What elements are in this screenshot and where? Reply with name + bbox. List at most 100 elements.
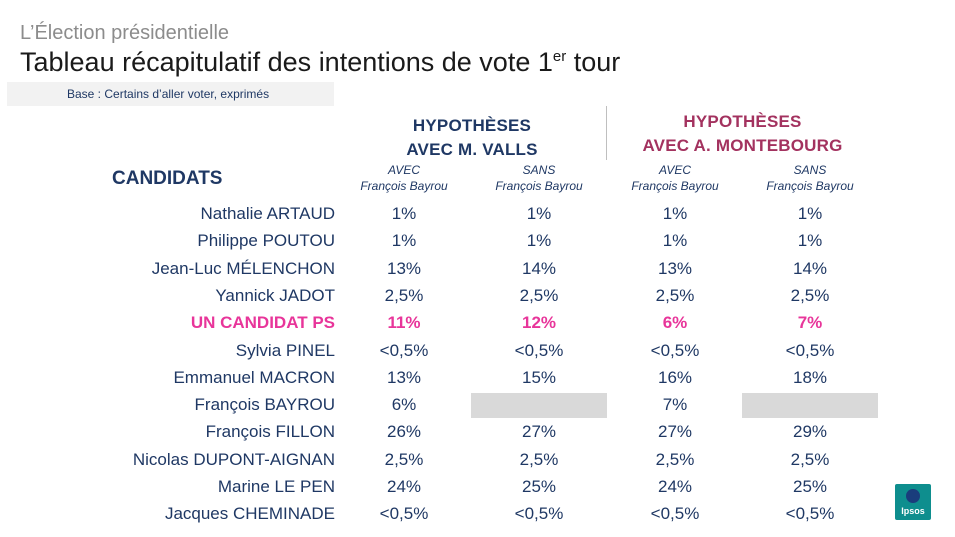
vote-value: 2,5% (519, 285, 559, 305)
vote-value: 13% (657, 258, 693, 278)
vote-value: 6% (662, 313, 688, 333)
ipsos-logo-mark-icon (906, 489, 920, 503)
empty-cell (742, 393, 878, 419)
title-main: Tableau récapitulatif des intentions de … (20, 47, 553, 77)
hypothesis-montebourg-line1: HYPOTHÈSES (683, 112, 802, 131)
vote-value: 24% (657, 477, 693, 496)
empty-cell (471, 393, 607, 419)
hypothesis-montebourg: HYPOTHÈSES AVEC A. MONTEBOURG (620, 110, 865, 158)
hypothesis-valls: HYPOTHÈSES AVEC M. VALLS (372, 114, 572, 162)
vote-value: 26% (386, 422, 422, 442)
vote-value: <0,5% (379, 340, 429, 360)
vote-value: 13% (386, 258, 422, 278)
vote-value: 7% (797, 313, 823, 333)
table-row: Nathalie ARTAUD 1% 1% 1% 1% (0, 200, 955, 227)
vote-value: <0,5% (514, 504, 564, 524)
vote-value: 1% (797, 231, 823, 251)
vote-value: <0,5% (514, 340, 564, 360)
vote-value: 25% (521, 477, 557, 496)
kicker: L’Élection présidentielle (20, 22, 230, 44)
column-header-1-l2: François Bayrou (360, 179, 448, 193)
candidate-name: Jean-Luc MÉLENCHON (151, 258, 335, 278)
vote-value: 27% (657, 422, 693, 442)
vote-value: 1% (526, 204, 552, 223)
hypothesis-valls-line2: AVEC M. VALLS (406, 140, 538, 159)
column-header-4-l2: François Bayrou (766, 179, 854, 193)
vote-value: 13% (386, 367, 422, 387)
column-header-1: AVEC François Bayrou (336, 162, 472, 194)
vote-value: 2,5% (655, 449, 695, 469)
candidate-name: Jacques CHEMINADE (164, 504, 335, 524)
column-header-2-l1: SANS (522, 163, 556, 177)
column-header-2: SANS François Bayrou (471, 162, 607, 194)
vote-value: 14% (521, 258, 557, 278)
title-end: tour (566, 47, 621, 77)
column-header-4: SANS François Bayrou (742, 162, 878, 194)
candidate-name: Emmanuel MACRON (173, 367, 335, 387)
vote-value: 25% (792, 477, 828, 496)
vote-value: <0,5% (785, 340, 835, 360)
table-row: Emmanuel MACRON 13% 15% 16% 18% (0, 364, 955, 391)
hypothesis-divider (606, 106, 607, 160)
candidate-name: UN CANDIDAT PS (190, 313, 335, 333)
vote-value: 2,5% (384, 285, 424, 305)
vote-value: 2,5% (790, 285, 830, 305)
column-header-3: AVEC François Bayrou (607, 162, 743, 194)
hypothesis-montebourg-line2: AVEC A. MONTEBOURG (642, 136, 843, 155)
column-header-3-l2: François Bayrou (631, 179, 719, 193)
vote-value: 14% (792, 258, 828, 278)
vote-value: 2,5% (655, 285, 695, 305)
ipsos-logo: Ipsos (895, 484, 931, 520)
candidate-name: Yannick JADOT (215, 285, 335, 305)
candidate-name: Philippe POUTOU (197, 231, 335, 251)
title-superscript: er (552, 48, 567, 65)
vote-value: 11% (387, 313, 421, 333)
ipsos-logo-text: Ipsos (901, 506, 925, 516)
vote-value: 29% (792, 422, 828, 442)
table-row: François BAYROU 6% 7% (0, 391, 955, 419)
candidate-name: François FILLON (205, 422, 335, 442)
vote-value: <0,5% (650, 504, 700, 524)
column-header-4-l1: SANS (793, 163, 827, 177)
table-row: Jacques CHEMINADE <0,5% <0,5% <0,5% <0,5% (0, 500, 955, 527)
table-row: Nicolas DUPONT-AIGNAN 2,5% 2,5% 2,5% 2,5% (0, 446, 955, 473)
candidate-name: Sylvia PINEL (235, 340, 335, 360)
vote-value: 2,5% (790, 449, 830, 469)
vote-value: 6% (391, 395, 417, 415)
vote-value: 2,5% (519, 449, 559, 469)
vote-value: <0,5% (650, 340, 700, 360)
candidate-name: Marine LE PEN (217, 477, 335, 496)
vote-value: 2,5% (384, 449, 424, 469)
vote-value: 27% (521, 422, 557, 442)
table-row: UN CANDIDAT PS 11% 12% 6% 7% (0, 309, 955, 336)
vote-value: 12% (521, 313, 557, 333)
vote-value: 16% (657, 367, 693, 387)
column-header-1-l1: AVEC (387, 163, 420, 177)
candidate-name: Nathalie ARTAUD (200, 204, 335, 223)
candidates-header: CANDIDATS (112, 168, 223, 189)
table-row: Yannick JADOT 2,5% 2,5% 2,5% 2,5% (0, 282, 955, 309)
vote-value: 1% (662, 231, 688, 251)
vote-value: 15% (521, 367, 557, 387)
table-row: Marine LE PEN 24% 25% 24% 25% (0, 473, 955, 500)
table-row: Sylvia PINEL <0,5% <0,5% <0,5% <0,5% (0, 337, 955, 364)
page-title: Tableau récapitulatif des intentions de … (20, 47, 620, 78)
vote-value: 7% (662, 395, 688, 415)
base-note: Base : Certains d’aller voter, exprimés (7, 82, 334, 106)
candidate-name: Nicolas DUPONT-AIGNAN (132, 449, 335, 469)
table-row: Philippe POUTOU 1% 1% 1% 1% (0, 227, 955, 254)
vote-value: 24% (386, 477, 422, 496)
candidate-name: François BAYROU (194, 395, 335, 415)
vote-value: 1% (391, 231, 417, 251)
vote-value: 18% (792, 367, 828, 387)
vote-value: 1% (391, 204, 417, 223)
table-row: Jean-Luc MÉLENCHON 13% 14% 13% 14% (0, 255, 955, 282)
hypothesis-valls-line1: HYPOTHÈSES (412, 116, 532, 135)
vote-value: 1% (662, 204, 688, 223)
table-row: François FILLON 26% 27% 27% 29% (0, 418, 955, 445)
column-header-2-l2: François Bayrou (495, 179, 583, 193)
vote-value: 1% (797, 204, 823, 223)
vote-value: 1% (526, 231, 552, 251)
vote-value: <0,5% (379, 504, 429, 524)
vote-value: <0,5% (785, 504, 835, 524)
